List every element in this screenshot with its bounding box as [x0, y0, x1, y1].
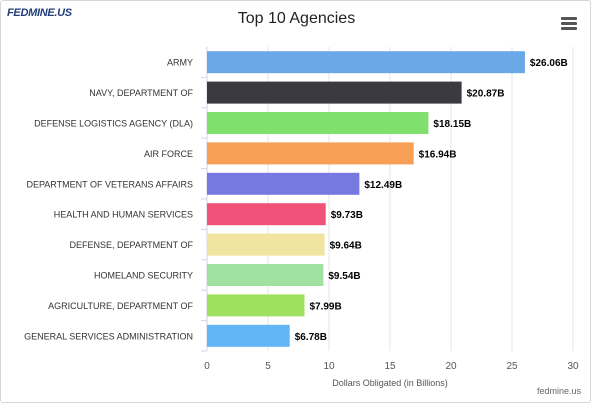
- category-label: AIR FORCE: [144, 149, 193, 159]
- category-label: GENERAL SERVICES ADMINISTRATION: [24, 331, 193, 341]
- category-label: NAVY, DEPARTMENT OF: [89, 88, 193, 98]
- chart-menu-button[interactable]: [561, 17, 577, 31]
- category-label: DEFENSE, DEPARTMENT OF: [69, 240, 193, 250]
- bar: [207, 264, 324, 286]
- data-label: $6.78B: [295, 332, 327, 343]
- bar: [207, 324, 290, 347]
- data-label: $26.06B: [530, 58, 568, 69]
- category-label: HOMELAND SECURITY: [94, 271, 193, 281]
- x-tick-label: 5: [265, 361, 271, 372]
- data-label: $20.87B: [467, 89, 505, 100]
- category-label: DEPARTMENT OF VETERANS AFFAIRS: [26, 179, 193, 189]
- bar: [207, 294, 305, 317]
- data-label: $9.64B: [330, 241, 362, 252]
- data-label: $18.15B: [433, 119, 471, 130]
- bar: [207, 233, 325, 256]
- x-tick-label: 0: [204, 361, 210, 372]
- bar: [207, 203, 326, 226]
- logo-text: FEDMINE.US: [7, 7, 72, 19]
- category-label: AGRICULTURE, DEPARTMENT OF: [48, 301, 193, 311]
- x-tick-label: 10: [323, 361, 335, 372]
- x-tick-label: 30: [567, 361, 579, 372]
- chart-title: Top 10 Agencies: [237, 10, 356, 27]
- x-tick-label: 15: [384, 361, 396, 372]
- x-tick-label: 25: [506, 361, 518, 372]
- bar: [207, 172, 360, 195]
- category-label: HEALTH AND HUMAN SERVICES: [54, 210, 193, 220]
- data-label: $16.94B: [419, 149, 457, 160]
- data-label: $9.73B: [331, 210, 363, 221]
- hamburger-icon: [561, 17, 577, 20]
- bar: [207, 112, 429, 134]
- fedmine-logo: FEDMINE.US: [7, 7, 72, 29]
- data-label: $7.99B: [309, 301, 341, 312]
- credit-link[interactable]: fedmine.us: [536, 386, 581, 396]
- category-label: DEFENSE LOGISTICS AGENCY (DLA): [34, 119, 193, 129]
- data-label: $9.54B: [328, 271, 360, 282]
- bar: [207, 81, 462, 104]
- bar: [207, 142, 414, 165]
- hamburger-icon-line: [561, 22, 577, 25]
- data-label: $12.49B: [364, 180, 402, 191]
- x-tick-label: 20: [445, 361, 457, 372]
- category-label: ARMY: [167, 58, 193, 68]
- bar: [207, 51, 525, 74]
- hamburger-icon-line: [561, 27, 577, 30]
- x-axis-title: Dollars Obligated (in Billions): [332, 378, 448, 388]
